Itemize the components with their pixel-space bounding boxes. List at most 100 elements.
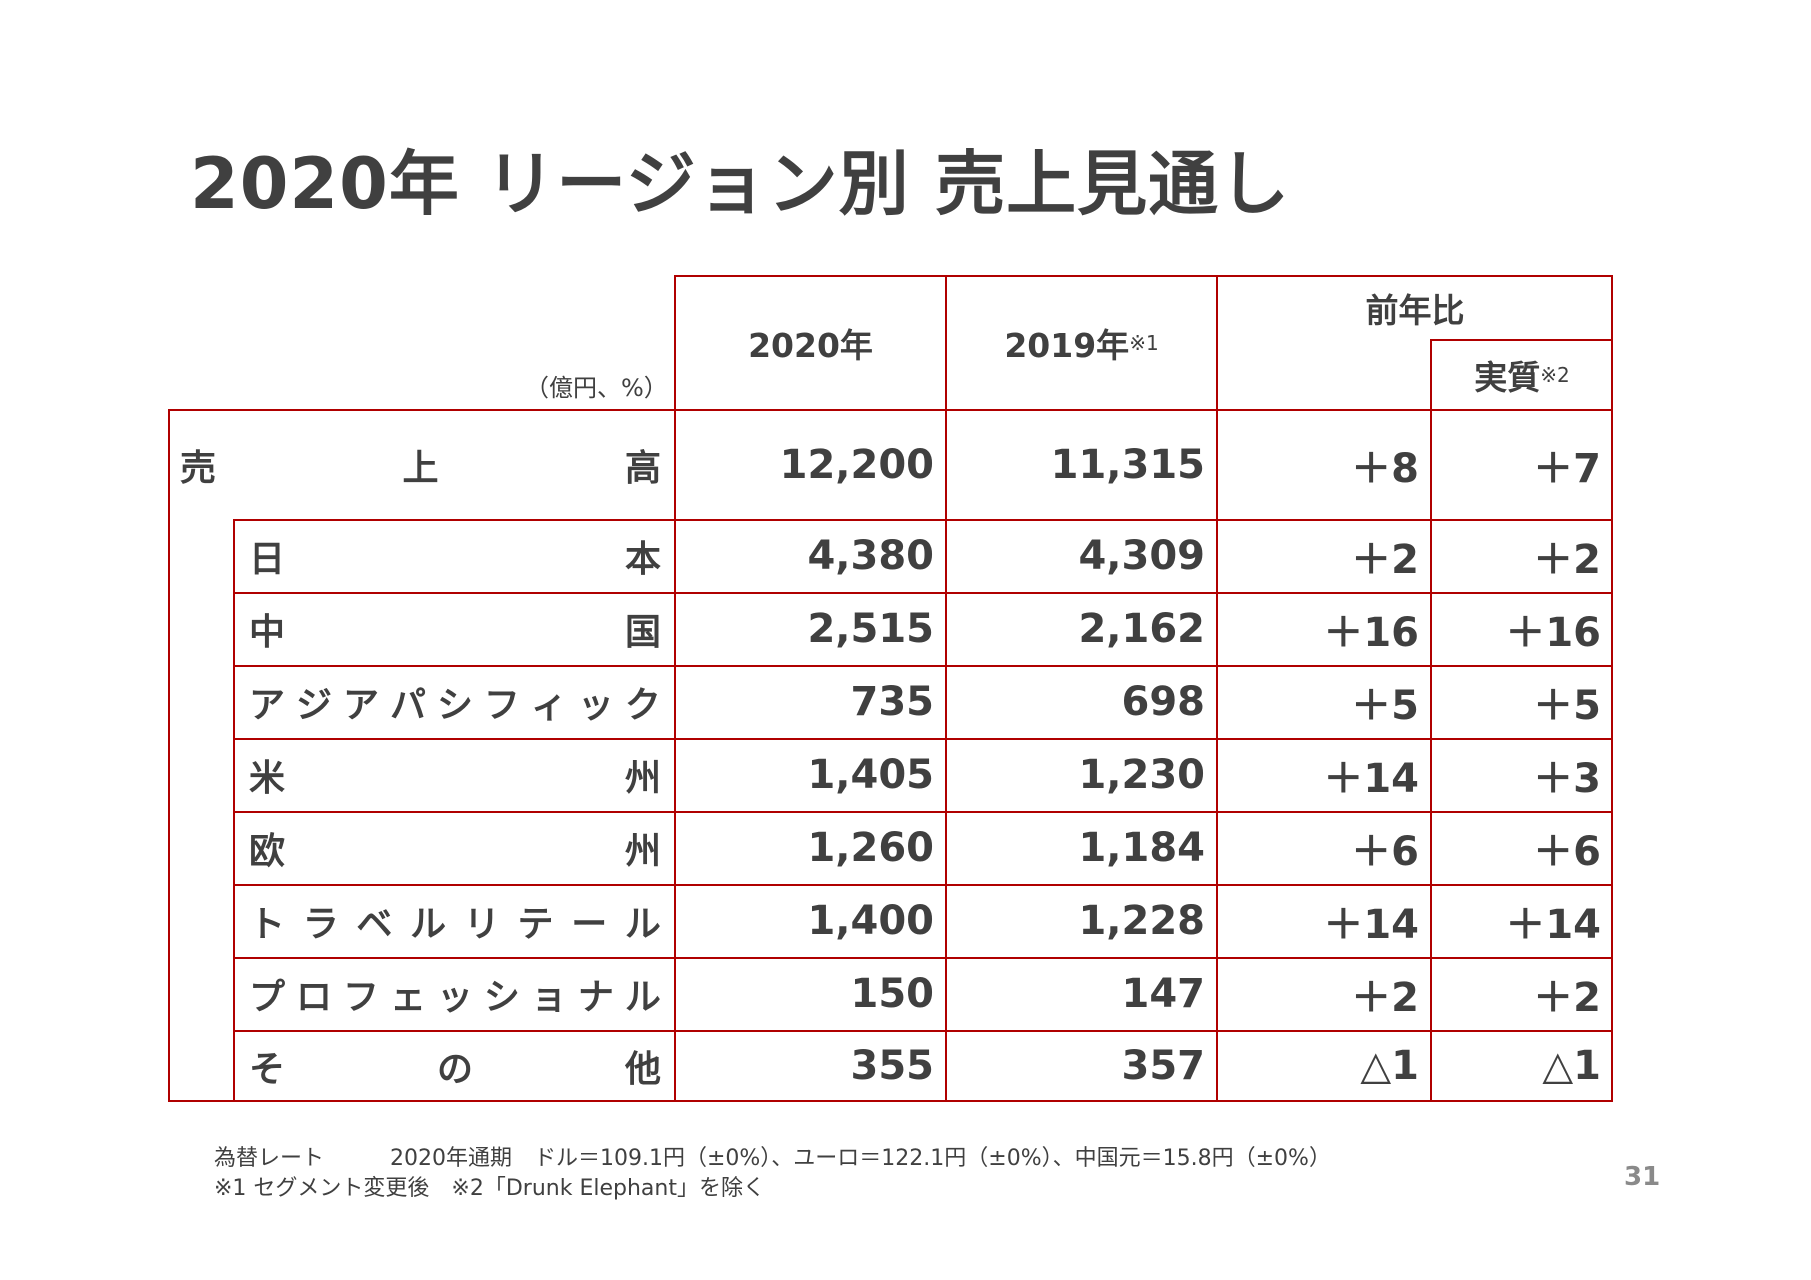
grid-line xyxy=(168,1100,1613,1102)
grid-line xyxy=(945,275,947,1102)
grid-line xyxy=(233,1030,1613,1032)
row-label-char: フ xyxy=(342,977,379,1018)
exchange-rate-note: 為替レート 2020年通期 ドル＝109.1円（±0%）、ユーロ＝122.1円（… xyxy=(214,1146,1331,1171)
row-label-char: シ xyxy=(436,685,473,726)
cell-real: ＋3 xyxy=(1533,756,1601,802)
row-label: トラベルリテール xyxy=(235,885,675,957)
row-label-char: 州 xyxy=(624,831,661,872)
row-label: 日本 xyxy=(235,520,675,592)
grid-line xyxy=(674,275,676,1102)
row-label-char: ル xyxy=(624,977,661,1018)
cell-yoy: ＋5 xyxy=(1351,683,1419,729)
grid-line xyxy=(1430,339,1432,1102)
cell-yoy: ＋2 xyxy=(1351,975,1419,1021)
row-label-char: 中 xyxy=(249,612,286,653)
row-label-char: 売 xyxy=(180,447,217,489)
row-label: 欧州 xyxy=(235,812,675,884)
grid-line xyxy=(233,738,1613,740)
header-2019: 2019年 ※1 xyxy=(946,275,1217,410)
grid-line xyxy=(233,665,1613,667)
row-label-char: プ xyxy=(249,977,286,1018)
header-real-label: 実質 xyxy=(1474,358,1541,397)
row-label-char: 米 xyxy=(249,758,286,799)
grid-line xyxy=(1216,275,1218,1102)
page-title: 2020年 リージョン別 売上見通し xyxy=(190,143,1291,225)
header-yoy: 前年比 xyxy=(1217,275,1613,340)
cell-yoy: ＋14 xyxy=(1323,902,1419,948)
row-label-char: ェ xyxy=(389,977,426,1018)
cell-v2020: 12,200 xyxy=(779,441,934,488)
cell-real: ＋14 xyxy=(1505,902,1601,948)
cell-v2019: 698 xyxy=(1121,679,1206,725)
cell-v2019: 1,228 xyxy=(1078,898,1205,944)
cell-v2020: 735 xyxy=(850,679,935,725)
row-label-char: フ xyxy=(483,685,520,726)
cell-real: ＋6 xyxy=(1533,829,1601,875)
row-label-char: ッ xyxy=(436,977,473,1018)
row-label-char: ア xyxy=(249,685,286,726)
grid-line xyxy=(233,519,1613,521)
cell-v2020: 1,400 xyxy=(807,898,934,944)
row-label: プロフェッショナル xyxy=(235,958,675,1030)
row-label: アジアパシフィック xyxy=(235,666,675,738)
row-label-char: ベ xyxy=(356,904,393,945)
row-label-char: リ xyxy=(463,904,500,945)
cell-v2020: 1,260 xyxy=(807,825,934,871)
row-label-char: ル xyxy=(410,904,447,945)
row-label-char: ジ xyxy=(295,685,332,726)
row-label-char: ー xyxy=(571,904,608,945)
row-label-char: 他 xyxy=(624,1048,661,1090)
cell-yoy: △1 xyxy=(1360,1042,1419,1089)
cell-v2020: 355 xyxy=(850,1042,935,1089)
cell-yoy: ＋16 xyxy=(1323,610,1419,656)
row-label-char: ク xyxy=(624,685,661,726)
row-label-char: の xyxy=(436,1048,473,1090)
row-label-char: パ xyxy=(389,685,426,726)
cell-v2020: 4,380 xyxy=(807,533,934,579)
grid-line xyxy=(675,275,1613,277)
row-label-char: 州 xyxy=(624,758,661,799)
grid-line xyxy=(233,519,235,1102)
page-number: 31 xyxy=(1624,1162,1661,1192)
row-label-char: 上 xyxy=(402,447,439,489)
row-label-char: 高 xyxy=(624,447,661,489)
cell-v2019: 11,315 xyxy=(1050,441,1205,488)
cell-v2020: 150 xyxy=(850,971,935,1017)
row-label-char: ナ xyxy=(577,977,614,1018)
header-2020: 2020年 xyxy=(675,275,946,410)
unit-note: （億円、%） xyxy=(525,374,668,402)
cell-real: △1 xyxy=(1542,1042,1601,1089)
cell-v2019: 147 xyxy=(1121,971,1206,1017)
cell-yoy: ＋14 xyxy=(1323,756,1419,802)
cell-real: ＋2 xyxy=(1533,975,1601,1021)
row-label-char: そ xyxy=(249,1048,286,1090)
row-label: その他 xyxy=(235,1031,675,1100)
row-label-char: ア xyxy=(342,685,379,726)
grid-line xyxy=(1431,339,1613,341)
cell-v2019: 1,184 xyxy=(1078,825,1205,871)
row-label-char: 国 xyxy=(624,612,661,653)
cell-real: ＋5 xyxy=(1533,683,1601,729)
grid-line xyxy=(168,409,1613,411)
row-label-char: テ xyxy=(517,904,554,945)
row-label-char: ト xyxy=(249,904,286,945)
row-label-total: 売上高 xyxy=(170,410,675,519)
header-real: 実質 ※2 xyxy=(1431,340,1613,410)
grid-line xyxy=(168,409,170,1102)
row-label: 米州 xyxy=(235,739,675,811)
row-label-char: ッ xyxy=(577,685,614,726)
grid-line xyxy=(233,811,1613,813)
cell-yoy: ＋8 xyxy=(1351,445,1419,492)
cell-real: ＋7 xyxy=(1533,445,1601,492)
row-label-char: ロ xyxy=(295,977,332,1018)
header-2020-label: 2020年 xyxy=(748,325,873,365)
row-label-char: ル xyxy=(624,904,661,945)
cell-v2019: 357 xyxy=(1121,1042,1206,1089)
grid-line xyxy=(233,884,1613,886)
row-label-char: 日 xyxy=(249,539,286,580)
cell-v2020: 2,515 xyxy=(807,606,934,652)
row-label-char: ラ xyxy=(302,904,339,945)
row-label-char: 欧 xyxy=(249,831,286,872)
row-label-char: ョ xyxy=(530,977,567,1018)
row-label-char: 本 xyxy=(624,539,661,580)
